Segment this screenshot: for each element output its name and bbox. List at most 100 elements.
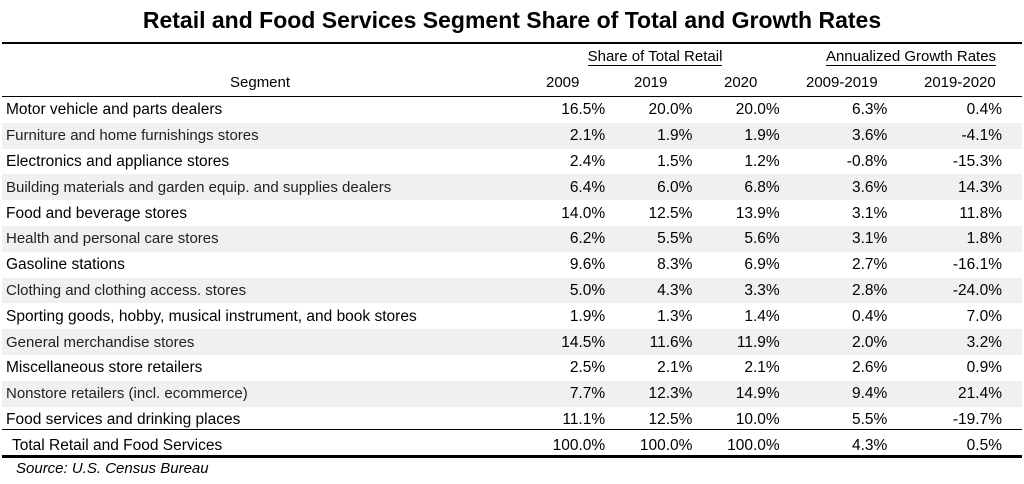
total-rule (2, 429, 1022, 430)
value-cell-y2019: 20.0% (648, 101, 693, 119)
table-row: Food and beverage stores 14.0% 12.5% 13.9% 3… (2, 200, 1022, 226)
value-cell-y2019: 4.3% (605, 277, 693, 304)
value-cell-g1920: -16.1% (952, 256, 1002, 274)
segment-cell: Food services and drinking places (6, 410, 241, 428)
top-rule (2, 42, 1022, 44)
value-cell-y2020: 100.0% (692, 432, 780, 459)
group-header-growth-label: Annualized Growth Rates (825, 48, 997, 66)
value-cell-y2019: 1.9% (605, 122, 693, 149)
value-cell-y2009: 6.4% (537, 174, 606, 201)
value-cell-y2009: 16.5% (561, 101, 606, 119)
value-cell-y2009: 9.6% (569, 256, 606, 274)
segment-cell: Food and beverage stores (6, 204, 187, 222)
value-cell-y2020: 20.0% (735, 101, 780, 119)
value-cell-y2020: 3.3% (692, 277, 780, 304)
data-table: Motor vehicle and parts dealers 16.5% 20.0… (2, 97, 1022, 459)
table-row: Food services and drinking places 11.1% 12… (2, 407, 1022, 433)
value-cell-g0919: 9.4% (779, 380, 888, 407)
group-header-growth: Annualized Growth Rates (800, 46, 1022, 68)
value-cell-g0919: 2.6% (851, 359, 888, 377)
value-cell-g1920: -4.1% (887, 122, 1022, 149)
value-cell-g0919: 3.1% (851, 204, 888, 222)
value-cell-y2019: 2.1% (657, 359, 693, 377)
value-cell-g0919: 2.8% (779, 277, 888, 304)
segment-cell: Furniture and home furnishings stores (2, 122, 538, 149)
segment-cell: Total Retail and Food Services (2, 432, 538, 459)
value-cell-g1920: 0.9% (966, 359, 1002, 377)
value-cell-g0919: 4.3% (779, 432, 888, 459)
value-cell-g1920: 11.8% (959, 204, 1002, 222)
bottom-rule (2, 455, 1022, 458)
table-row: General merchandise stores 14.5% 11.6% 11.9… (2, 329, 1022, 355)
value-cell-y2020: 5.6% (692, 225, 780, 252)
value-cell-y2009: 1.9% (569, 307, 606, 325)
table-body: Motor vehicle and parts dealers 16.5% 20.0… (2, 97, 1022, 459)
value-cell-y2020: 1.4% (744, 307, 780, 325)
total-row: Total Retail and Food Services 100.0% 100.… (2, 432, 1022, 459)
value-cell-y2020: 10.0% (735, 410, 780, 428)
value-cell-y2019: 11.6% (605, 329, 693, 355)
table-row: Miscellaneous store retailers 2.5% 2.1% 2.1… (2, 355, 1022, 381)
column-header-segment: Segment (230, 74, 291, 91)
value-cell-y2009: 2.4% (569, 152, 606, 170)
value-cell-y2019: 1.5% (657, 152, 693, 170)
value-cell-g0919: 5.5% (851, 410, 888, 428)
page-title: Retail and Food Services Segment Share o… (142, 7, 882, 33)
value-cell-g0919: 2.0% (779, 329, 888, 355)
segment-cell: Nonstore retailers (incl. ecommerce) (2, 380, 538, 407)
value-cell-y2019: 12.5% (648, 204, 693, 222)
value-cell-y2020: 1.9% (692, 122, 780, 149)
group-header-share-label: Share of Total Retail (587, 48, 723, 66)
value-cell-y2019: 8.3% (657, 256, 693, 274)
table-row: Electronics and appliance stores 2.4% 1.5%… (2, 149, 1022, 175)
value-cell-g1920: -24.0% (887, 277, 1022, 304)
value-cell-g1920: 0.4% (966, 101, 1002, 119)
table-row: Furniture and home furnishings stores 2.1… (2, 122, 1022, 149)
value-cell-g1920: 1.8% (887, 225, 1022, 252)
value-cell-g1920: -19.7% (952, 410, 1002, 428)
value-cell-y2020: 2.1% (744, 359, 780, 377)
value-cell-y2019: 100.0% (605, 432, 693, 459)
value-cell-y2019: 1.3% (657, 307, 693, 325)
value-cell-y2009: 14.5% (537, 329, 606, 355)
value-cell-y2009: 2.5% (569, 359, 606, 377)
value-cell-g0919: -0.8% (846, 152, 888, 170)
value-cell-g1920: 14.3% (887, 174, 1022, 201)
value-cell-y2019: 5.5% (605, 225, 693, 252)
table-row: Nonstore retailers (incl. ecommerce) 7.7%… (2, 380, 1022, 407)
table-row: Sporting goods, hobby, musical instrumen… (2, 303, 1022, 329)
value-cell-g1920: 21.4% (887, 380, 1022, 407)
value-cell-y2020: 6.8% (692, 174, 780, 201)
column-header-2009: 2009 (546, 74, 580, 91)
column-header-2019: 2019 (634, 74, 668, 91)
segment-cell: Miscellaneous store retailers (6, 359, 203, 377)
value-cell-g1920: 3.2% (887, 329, 1022, 355)
value-cell-g0919: 6.3% (851, 101, 888, 119)
table-row: Building materials and garden equip. and… (2, 174, 1022, 201)
value-cell-g1920: -15.3% (952, 152, 1002, 170)
table-row: Gasoline stations 9.6% 8.3% 6.9% 2.7% -16.1% (2, 252, 1022, 278)
segment-cell: Clothing and clothing access. stores (2, 277, 538, 304)
segment-cell: Electronics and appliance stores (6, 152, 230, 170)
value-cell-y2020: 13.9% (735, 204, 780, 222)
segment-cell: Building materials and garden equip. and… (2, 174, 538, 201)
value-cell-g0919: 2.7% (851, 256, 888, 274)
segment-cell: Health and personal care stores (2, 225, 538, 252)
segment-cell: Gasoline stations (6, 256, 125, 274)
group-header-share: Share of Total Retail (535, 46, 775, 68)
value-cell-y2019: 12.5% (648, 410, 693, 428)
value-cell-y2020: 11.9% (692, 329, 780, 355)
value-cell-y2009: 7.7% (537, 380, 606, 407)
value-cell-g1920: 0.5% (887, 432, 1022, 459)
column-header-2019-2020: 2019-2020 (924, 74, 996, 91)
value-cell-g0919: 3.6% (779, 174, 888, 201)
segment-cell: Motor vehicle and parts dealers (6, 101, 223, 119)
value-cell-g0919: 3.1% (779, 225, 888, 252)
table-row: Motor vehicle and parts dealers 16.5% 20.0… (2, 97, 1022, 123)
value-cell-y2020: 1.2% (744, 152, 780, 170)
segment-cell: General merchandise stores (2, 329, 538, 355)
value-cell-y2009: 100.0% (537, 432, 606, 459)
value-cell-g0919: 3.6% (779, 122, 888, 149)
column-header-2020: 2020 (724, 74, 758, 91)
value-cell-y2009: 14.0% (561, 204, 606, 222)
